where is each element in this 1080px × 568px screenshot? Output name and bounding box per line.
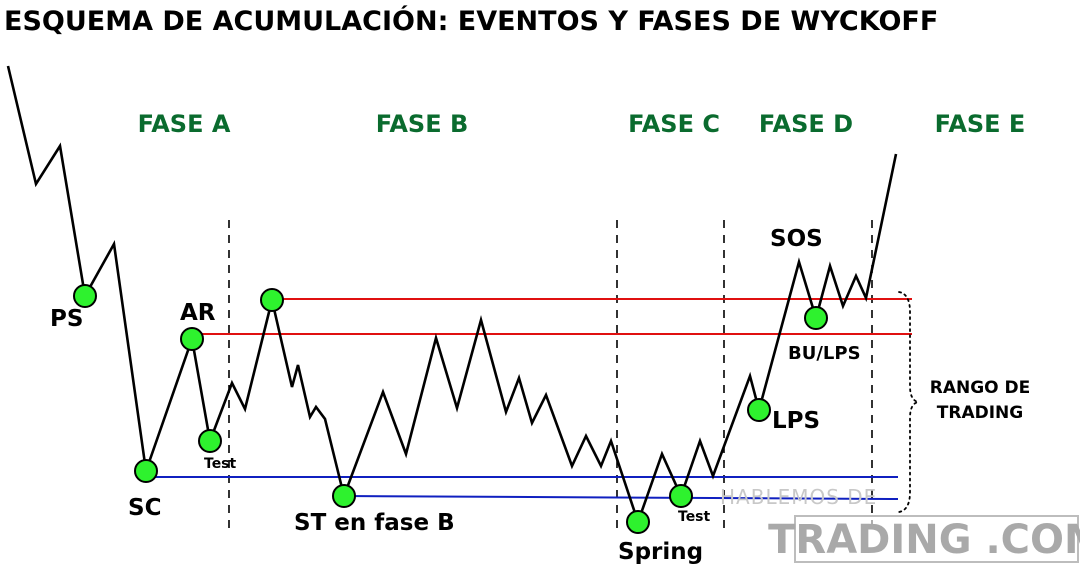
watermark-line1: HABLEMOS DE (720, 485, 877, 509)
label-test-c: Test (678, 509, 711, 525)
event-point-ps (73, 284, 97, 308)
phase-b-label: FASE B (376, 110, 469, 138)
event-point-ar (180, 327, 204, 351)
trading-range-brace (898, 291, 919, 513)
phase-a-label: FASE A (138, 110, 231, 138)
phase-e-label: FASE E (935, 110, 1026, 138)
range-label-line2: TRADING (937, 403, 1023, 423)
range-label-line1: RANGO DE (930, 378, 1031, 398)
event-point-upthrust-b (260, 288, 284, 312)
label-ps: PS (50, 306, 83, 332)
diagram-title: ESQUEMA DE ACUMULACIÓN: EVENTOS Y FASES … (4, 5, 938, 37)
event-point-bu-lps (804, 306, 828, 330)
event-point-test-c (669, 484, 693, 508)
event-point-spring (626, 510, 650, 534)
event-point-sc (134, 459, 158, 483)
label-sc: SC (128, 495, 161, 521)
support-line-secondary (343, 495, 899, 500)
event-point-lps (747, 398, 771, 422)
label-ar: AR (180, 300, 216, 326)
label-bu-lps: BU/LPS (788, 343, 861, 364)
phase-d-label: FASE D (759, 110, 853, 138)
label-st-b: ST en fase B (294, 510, 455, 536)
label-spring: Spring (618, 539, 703, 565)
phase-c-label: FASE C (628, 110, 720, 138)
event-point-test-a (198, 429, 222, 453)
label-test-a: Test (204, 456, 237, 472)
watermark-box (794, 515, 1079, 563)
label-sos: SOS (770, 226, 823, 252)
label-lps: LPS (772, 408, 820, 434)
watermark-line2: TRADING .COM (768, 517, 1080, 563)
event-point-st-b (332, 484, 356, 508)
